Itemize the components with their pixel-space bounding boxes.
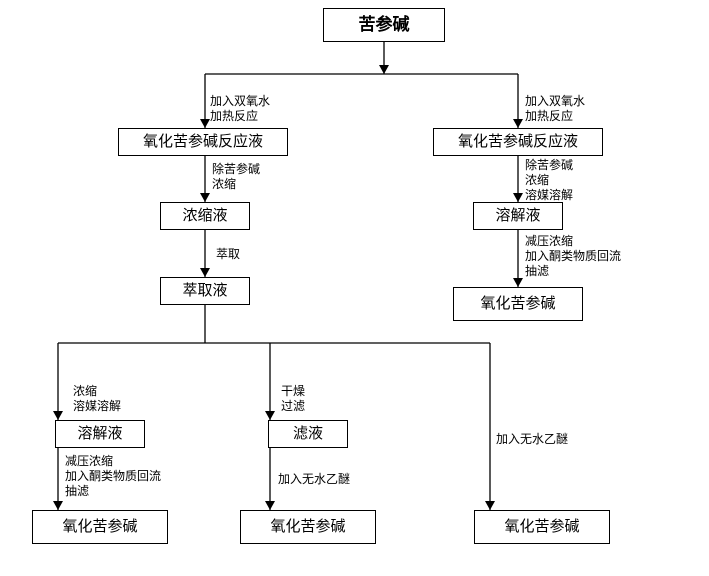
label-lab_l23: 萃取: [216, 247, 240, 262]
label-lab_r0: 加入双氧水加热反应: [525, 94, 585, 124]
label-lab_b3b: 加入无水乙醚: [496, 432, 568, 447]
label-lab_r23: 减压浓缩加入酮类物质回流抽滤: [525, 234, 621, 279]
arrow-7: [513, 278, 523, 287]
label-lab_b2b: 加入无水乙醚: [278, 472, 350, 487]
node-b3b: 氧化苦参碱: [474, 510, 610, 544]
arrow-13: [53, 501, 63, 510]
node-b2b: 氧化苦参碱: [240, 510, 376, 544]
node-b1b: 氧化苦参碱: [32, 510, 168, 544]
arrow-0: [379, 65, 389, 74]
arrow-6: [200, 268, 210, 277]
node-b2a: 滤液: [268, 420, 348, 448]
node-r1: 氧化苦参碱反应液: [433, 128, 603, 156]
node-r3: 氧化苦参碱: [453, 287, 583, 321]
label-lab_l12: 除苦参碱浓缩: [212, 162, 260, 192]
node-l3: 萃取液: [160, 277, 250, 305]
node-l1: 氧化苦参碱反应液: [118, 128, 288, 156]
label-lab_l0: 加入双氧水加热反应: [210, 94, 270, 124]
arrow-11: [265, 411, 275, 420]
arrow-5: [513, 193, 523, 202]
node-r2: 溶解液: [473, 202, 563, 230]
arrow-2: [200, 119, 210, 128]
label-lab_b1a: 浓缩溶媒溶解: [73, 384, 121, 414]
arrow-3: [513, 119, 523, 128]
label-lab_r12: 除苦参碱浓缩溶媒溶解: [525, 158, 573, 203]
node-b1a: 溶解液: [55, 420, 145, 448]
arrow-10: [53, 411, 63, 420]
node-l2: 浓缩液: [160, 202, 250, 230]
label-lab_b2a: 干燥过滤: [281, 384, 305, 414]
arrow-14: [265, 501, 275, 510]
label-lab_b1b: 减压浓缩加入酮类物质回流抽滤: [65, 454, 161, 499]
node-root: 苦参碱: [323, 8, 445, 42]
arrow-12: [485, 501, 495, 510]
arrow-4: [200, 193, 210, 202]
